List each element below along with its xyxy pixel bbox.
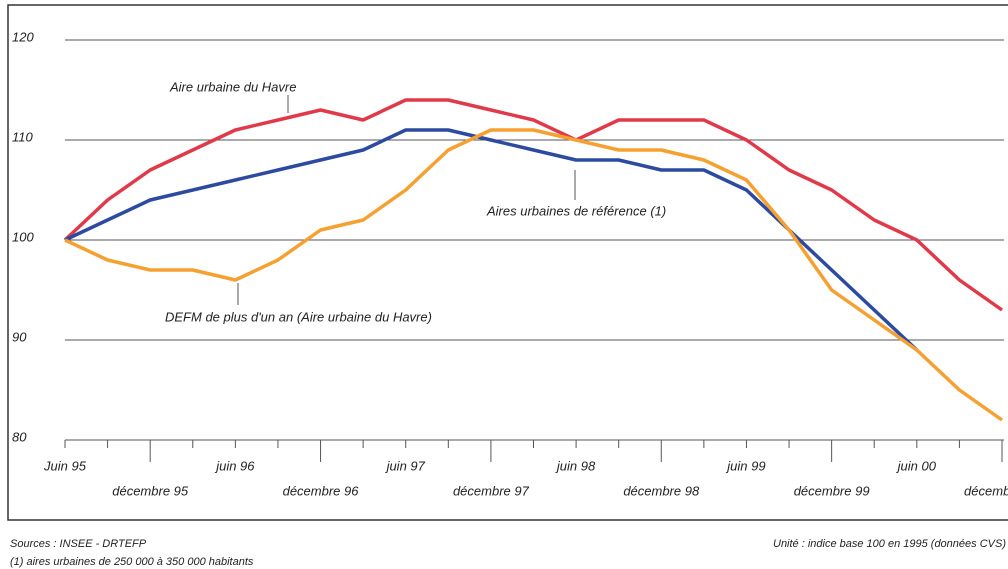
x-tick-label: juin 99 bbox=[725, 458, 765, 473]
y-tick-label: 100 bbox=[12, 229, 34, 244]
x-tick-label: décembre 95 bbox=[112, 483, 189, 498]
series-line bbox=[63, 98, 1004, 312]
x-tick-label: décembre 97 bbox=[453, 483, 530, 498]
x-tick-label: décembre 00 bbox=[964, 483, 1008, 498]
series-label: DEFM de plus d'un an (Aire urbaine du Ha… bbox=[165, 309, 432, 324]
x-tick-label: juin 98 bbox=[555, 458, 596, 473]
series-line bbox=[64, 128, 1004, 422]
source-note: Sources : INSEE - DRTEFP bbox=[10, 538, 147, 550]
footnote: (1) aires urbaines de 250 000 à 350 000 … bbox=[10, 556, 254, 568]
x-tick-label: décembre 96 bbox=[283, 483, 360, 498]
y-tick-label: 110 bbox=[12, 129, 33, 144]
x-tick-label: décembre 99 bbox=[794, 483, 870, 498]
x-tick-label: juin 97 bbox=[385, 458, 426, 473]
chart-frame bbox=[7, 4, 1008, 521]
y-tick-label: 90 bbox=[12, 329, 27, 344]
x-tick-label: décembre 98 bbox=[623, 483, 700, 498]
unit-note: Unité : indice base 100 en 1995 (données… bbox=[773, 538, 1006, 550]
y-tick-label: 80 bbox=[12, 429, 27, 444]
y-tick-label: 120 bbox=[12, 29, 34, 44]
series-label: Aires urbaines de référence (1) bbox=[486, 203, 666, 218]
series-line bbox=[64, 128, 919, 352]
series-label: Aire urbaine du Havre bbox=[169, 79, 296, 94]
x-tick-label: juin 96 bbox=[214, 458, 255, 473]
x-tick-label: juin 00 bbox=[896, 458, 937, 473]
x-tick-label: Juin 95 bbox=[43, 458, 87, 473]
